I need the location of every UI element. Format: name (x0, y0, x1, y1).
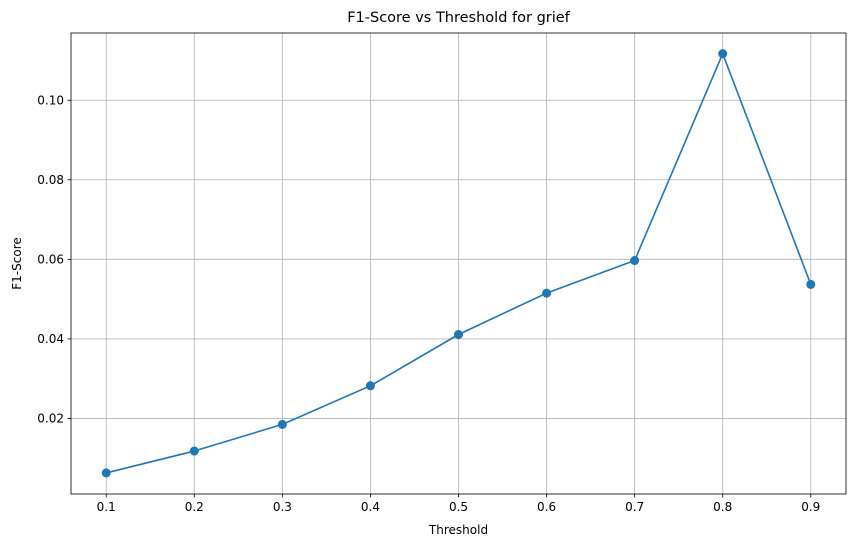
x-tick-label: 0.5 (449, 500, 468, 514)
y-tick-label: 0.08 (37, 173, 64, 187)
y-tick-label: 0.04 (37, 332, 64, 346)
x-tick-label: 0.1 (97, 500, 116, 514)
y-tick-label: 0.10 (37, 94, 64, 108)
data-point-marker (277, 419, 287, 429)
y-axis-label: F1-Score (10, 237, 24, 289)
chart-title: F1-Score vs Threshold for grief (347, 10, 570, 26)
x-tick-label: 0.3 (273, 500, 292, 514)
data-point-marker (101, 468, 111, 478)
data-point-marker (806, 279, 816, 289)
series-layer (101, 49, 816, 478)
x-tick-label: 0.9 (801, 500, 820, 514)
x-tick-label: 0.7 (625, 500, 644, 514)
y-tick-label: 0.06 (37, 253, 64, 267)
data-point-marker (365, 381, 375, 391)
y-tick-label: 0.02 (37, 412, 64, 426)
x-axis-label: Threshold (428, 523, 488, 537)
data-point-marker (189, 446, 199, 456)
x-tick-label: 0.2 (185, 500, 204, 514)
x-tick-label: 0.8 (713, 500, 732, 514)
data-point-marker (630, 256, 640, 266)
data-point-marker (542, 288, 552, 298)
data-point-marker (718, 49, 728, 59)
x-tick-label: 0.4 (361, 500, 380, 514)
x-tick-label: 0.6 (537, 500, 556, 514)
data-point-marker (454, 329, 463, 339)
ticks: 0.1 0.2 0.3 0.4 0.5 0.6 0.7 0.8 0.9 0.02 0.04 0.06 0… (37, 94, 820, 514)
